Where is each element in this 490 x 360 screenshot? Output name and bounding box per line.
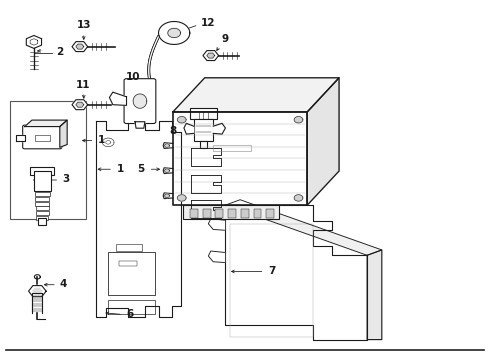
Text: 1: 1 (117, 163, 124, 174)
Polygon shape (96, 121, 181, 317)
Polygon shape (184, 123, 194, 134)
Text: 8: 8 (170, 126, 176, 135)
Bar (36, 211, 49, 215)
Bar (36, 206, 49, 211)
Polygon shape (163, 143, 173, 148)
Text: 13: 13 (76, 20, 91, 30)
Polygon shape (294, 117, 303, 123)
Polygon shape (76, 44, 84, 49)
Polygon shape (177, 117, 186, 123)
FancyBboxPatch shape (124, 79, 156, 123)
Bar (108, 252, 155, 296)
Polygon shape (168, 28, 180, 38)
Polygon shape (208, 251, 224, 262)
FancyBboxPatch shape (23, 125, 62, 149)
Bar (30, 167, 54, 175)
Polygon shape (191, 175, 220, 193)
Bar (35, 135, 49, 140)
Polygon shape (159, 22, 190, 44)
Polygon shape (16, 135, 24, 141)
Text: 3: 3 (62, 174, 70, 184)
Polygon shape (26, 36, 42, 48)
Polygon shape (165, 194, 170, 198)
Polygon shape (367, 250, 382, 339)
Text: 12: 12 (201, 18, 216, 28)
Polygon shape (33, 288, 42, 294)
Polygon shape (24, 120, 67, 127)
Bar (108, 300, 155, 314)
Bar (241, 209, 248, 218)
Polygon shape (109, 92, 126, 105)
Bar (34, 171, 51, 191)
Bar (194, 119, 213, 140)
Polygon shape (191, 148, 220, 166)
Text: 2: 2 (56, 46, 63, 57)
Polygon shape (135, 122, 145, 128)
Polygon shape (208, 219, 224, 230)
Polygon shape (165, 169, 170, 172)
Polygon shape (163, 168, 173, 174)
Text: 9: 9 (221, 35, 229, 44)
Polygon shape (165, 144, 170, 147)
Polygon shape (213, 123, 225, 134)
Polygon shape (173, 112, 307, 205)
Polygon shape (163, 193, 173, 199)
Bar (190, 108, 217, 119)
Bar (116, 244, 143, 251)
Text: 10: 10 (125, 72, 140, 82)
Polygon shape (72, 100, 88, 110)
Polygon shape (207, 53, 215, 58)
Bar (120, 261, 137, 266)
Polygon shape (203, 51, 219, 60)
Bar (266, 209, 274, 218)
Text: 11: 11 (75, 80, 90, 90)
Polygon shape (76, 102, 84, 107)
Polygon shape (173, 78, 339, 112)
Bar (230, 224, 313, 337)
Polygon shape (225, 200, 382, 255)
Text: 1: 1 (98, 135, 105, 145)
Polygon shape (133, 94, 147, 108)
Polygon shape (72, 42, 88, 51)
Bar (36, 216, 49, 220)
Bar (213, 145, 251, 151)
Bar (183, 205, 279, 220)
Bar (203, 209, 211, 218)
Polygon shape (225, 205, 367, 339)
Polygon shape (60, 120, 67, 147)
Bar (253, 209, 261, 218)
Bar (199, 140, 207, 148)
Polygon shape (307, 78, 339, 205)
Bar (35, 192, 49, 197)
Bar (35, 202, 49, 206)
Text: 7: 7 (269, 266, 276, 276)
Bar (10, 101, 86, 220)
Bar (190, 209, 198, 218)
Bar (35, 197, 49, 201)
Text: 4: 4 (59, 279, 67, 289)
Text: 5: 5 (137, 163, 145, 174)
Text: 6: 6 (126, 309, 133, 319)
Polygon shape (294, 195, 303, 201)
Polygon shape (177, 195, 186, 201)
Polygon shape (34, 275, 40, 279)
Bar (216, 209, 223, 218)
Polygon shape (28, 285, 46, 297)
Bar (228, 209, 236, 218)
Bar (38, 219, 46, 225)
Polygon shape (191, 200, 220, 218)
